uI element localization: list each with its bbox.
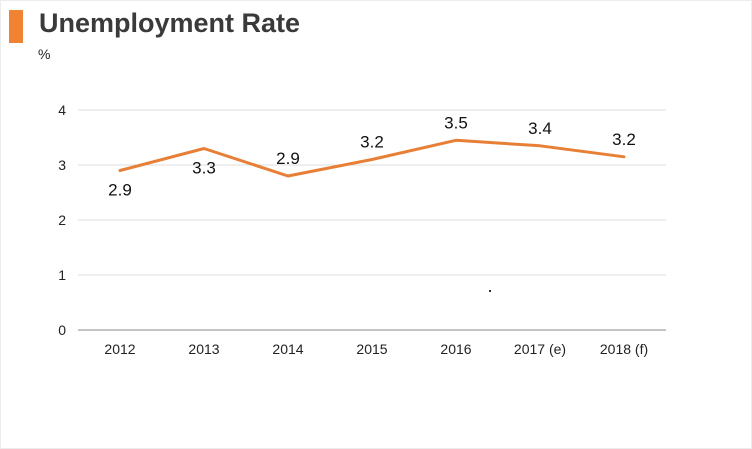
x-tick-label: 2018 (f)	[600, 341, 648, 357]
y-tick-label: 1	[58, 267, 66, 283]
x-tick-label: 2015	[356, 341, 387, 357]
title-accent-bar	[9, 10, 23, 43]
x-tick-label: 2013	[188, 341, 219, 357]
y-unit-label: %	[38, 46, 51, 62]
data-label: 2.9	[276, 149, 300, 168]
x-tick-label: 2016	[440, 341, 471, 357]
chart-title: Unemployment Rate	[39, 8, 301, 38]
data-label: 3.2	[360, 133, 384, 152]
data-label: 3.3	[192, 159, 216, 178]
y-tick-label: 4	[58, 102, 66, 118]
y-tick-label: 2	[58, 212, 66, 228]
data-label: 2.9	[108, 181, 132, 200]
x-tick-label: 2017 (e)	[514, 341, 566, 357]
data-label: 3.2	[612, 130, 636, 149]
data-label: 3.4	[528, 119, 552, 138]
x-tick-label: 2012	[104, 341, 135, 357]
series-line	[118, 138, 626, 178]
stray-dot	[489, 290, 491, 292]
x-tick-label: 2014	[272, 341, 303, 357]
y-tick-label: 0	[58, 322, 66, 338]
data-label: 3.5	[444, 113, 468, 132]
y-tick-label: 3	[58, 157, 66, 173]
